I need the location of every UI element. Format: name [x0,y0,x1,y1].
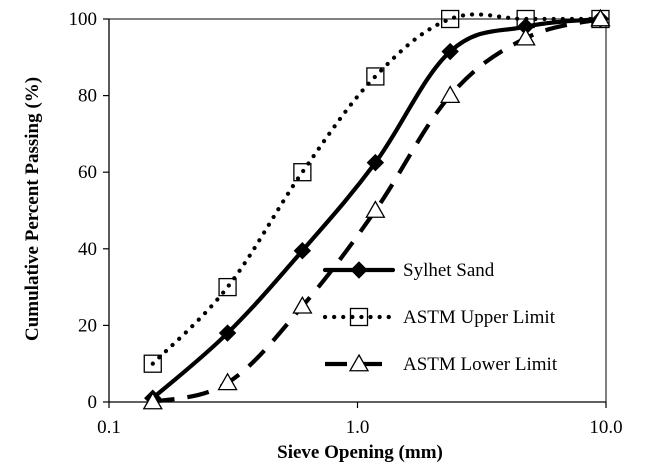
y-axis-title: Cumulative Percent Passing (%) [22,77,43,341]
legend-item: ASTM Upper Limit [322,307,556,328]
data-point-triangle [515,27,536,46]
data-point-diamond [218,324,237,342]
data-point-triangle [217,372,238,391]
x-tick-label: 0.1 [97,417,121,438]
series-layer [142,8,611,410]
data-point-triangle [142,391,163,410]
y-tick-label: 100 [69,9,98,30]
data-point-triangle [348,353,370,372]
y-tick-label: 60 [78,162,97,183]
x-tick-label: 1.0 [346,417,370,438]
data-point-square [293,163,312,182]
data-point-diamond [366,153,385,172]
x-tick-label: 10.0 [589,417,622,438]
legend-item: ASTM Lower Limit [325,353,558,375]
data-point-triangle [292,295,313,314]
legend-item: Sylhet Sand [322,260,495,281]
data-point-square [366,67,385,86]
data-point-square [143,354,162,373]
y-tick-label: 80 [78,86,97,107]
data-point-triangle [365,200,386,218]
data-point-diamond [350,261,368,279]
legend-label: Sylhet Sand [403,260,495,281]
legend: Sylhet Sand ASTM Upper Limit ASTM Lower Li… [322,260,558,375]
data-point-square [516,9,535,29]
plot-frame [108,18,607,403]
data-point-square [441,9,460,29]
legend-label: ASTM Upper Limit [403,307,556,328]
data-point-triangle [440,85,461,103]
data-point-diamond [441,42,459,61]
series-astm-upper-limit [143,9,610,373]
y-tick-label: 20 [78,315,97,336]
legend-label: ASTM Lower Limit [403,354,558,375]
y-tick-label: 0 [88,392,98,413]
data-point-square [349,307,369,327]
data-point-triangle [590,8,611,27]
x-axis-title: Sieve Opening (mm) [277,442,443,463]
series-astm-lower-limit [142,8,611,410]
y-tick-label: 40 [78,239,97,260]
series-line [150,12,603,366]
ticks-layer: 0 20 40 60 80 100 0.1 1.0 10.0 [69,9,623,438]
data-point-diamond [293,242,312,260]
data-point-square [218,277,237,297]
